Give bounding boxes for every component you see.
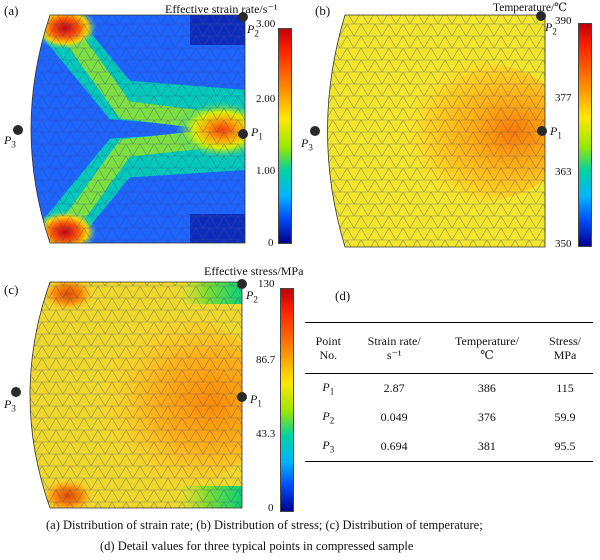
table-cell-point: P1 bbox=[322, 380, 335, 397]
table-cell-point: P2 bbox=[322, 409, 335, 426]
table-cell-temperature: 386 bbox=[477, 381, 496, 395]
table-header-cell: Strain rate/s⁻¹ bbox=[367, 334, 421, 362]
point-p2-marker bbox=[536, 11, 546, 21]
point-p3-marker bbox=[310, 126, 320, 136]
panel-a-colorbar bbox=[278, 28, 292, 244]
table-row: P1 2.87 386 115 bbox=[305, 374, 593, 404]
table-cell-stress: 115 bbox=[556, 381, 574, 395]
point-p2-marker bbox=[238, 12, 248, 22]
point-p1-label: P1 bbox=[251, 125, 263, 142]
typical-points-table: Point No. Strain rate/s⁻¹ Temperature/℃ S… bbox=[305, 322, 593, 462]
table-row: P3 0.694 381 95.5 bbox=[305, 432, 593, 462]
panel-c-colorbar-title: Effective stress/MPa bbox=[204, 264, 304, 278]
panel-a-tick: 1.00 bbox=[256, 165, 276, 177]
temperature-field bbox=[310, 11, 547, 248]
panel-b-colorbar bbox=[578, 23, 592, 247]
stress-field bbox=[11, 279, 247, 509]
table-header-cell: Temperature/℃ bbox=[455, 334, 519, 362]
panel-a-tick: 0 bbox=[268, 237, 274, 249]
panel-a: (a) Effective strain rate/s⁻¹ 3.00 2.00 … bbox=[0, 0, 300, 255]
point-p1-label: P1 bbox=[550, 124, 562, 141]
panel-c-colorbar bbox=[280, 288, 294, 512]
point-p3-marker bbox=[11, 387, 21, 397]
panel-c-tick: 0 bbox=[268, 502, 274, 514]
point-p2-marker bbox=[237, 279, 247, 289]
point-p2-label: P2 bbox=[545, 20, 557, 37]
panel-b-tick: 363 bbox=[555, 166, 572, 178]
table-cell-temperature: 376 bbox=[477, 410, 496, 424]
point-p3-label: P3 bbox=[301, 136, 313, 153]
panel-a-tick: 3.00 bbox=[256, 18, 276, 30]
panel-a-colorbar-title: Effective strain rate/s⁻¹ bbox=[165, 2, 278, 16]
table-header-cell: Stress/MPa bbox=[549, 334, 582, 362]
panel-b-colorbar-title: Temperature/℃ bbox=[493, 2, 567, 14]
point-p1-marker bbox=[238, 129, 248, 139]
panel-b-tick: 377 bbox=[555, 92, 572, 104]
point-p2-label: P2 bbox=[247, 22, 259, 39]
figure-caption-line-1: (a) Distribution of strain rate; (b) Dis… bbox=[46, 518, 483, 532]
table-cell-point: P3 bbox=[322, 438, 335, 455]
panel-c-tag: (c) bbox=[4, 282, 19, 297]
strain-rate-field bbox=[13, 12, 248, 244]
table-row: P2 0.049 376 59.9 bbox=[305, 403, 593, 432]
panel-d-tag: (d) bbox=[335, 288, 351, 303]
point-p1-label: P1 bbox=[250, 392, 262, 409]
point-p3-label: P3 bbox=[4, 397, 16, 414]
table-cell-strain-rate: 2.87 bbox=[383, 381, 405, 395]
panel-c-tick: 130 bbox=[258, 278, 275, 290]
table-cell-temperature: 381 bbox=[477, 439, 496, 453]
point-p3-marker bbox=[13, 125, 23, 135]
panel-b-tick: 390 bbox=[555, 15, 572, 27]
point-p3-label: P3 bbox=[4, 133, 16, 150]
point-p1-marker bbox=[537, 126, 547, 136]
panel-b: (b) Temperature/℃ 390 377 363 350 P2 P1 … bbox=[301, 0, 600, 255]
point-p2-label: P2 bbox=[246, 288, 258, 305]
panel-b-tag: (b) bbox=[315, 3, 331, 18]
panel-b-tick: 350 bbox=[555, 238, 572, 250]
panel-c: (c) Effective stress/MPa 130 86.7 43.3 0… bbox=[0, 262, 304, 517]
panel-a-tag: (a) bbox=[4, 3, 19, 18]
panel-a-tick: 2.00 bbox=[256, 93, 276, 105]
point-p1-marker bbox=[237, 392, 247, 402]
panel-c-tick: 43.3 bbox=[256, 428, 276, 440]
table-cell-strain-rate: 0.694 bbox=[380, 439, 408, 453]
table-header-row: Point No. Strain rate/s⁻¹ Temperature/℃ S… bbox=[305, 322, 593, 374]
panel-c-tick: 86.7 bbox=[256, 354, 276, 366]
figure-caption-line-2: (d) Detail values for three typical poin… bbox=[100, 539, 414, 553]
table-cell-stress: 59.9 bbox=[554, 410, 576, 424]
table-cell-strain-rate: 0.049 bbox=[380, 410, 408, 424]
table-header-cell: Point No. bbox=[315, 334, 341, 362]
table-cell-stress: 95.5 bbox=[554, 439, 576, 453]
